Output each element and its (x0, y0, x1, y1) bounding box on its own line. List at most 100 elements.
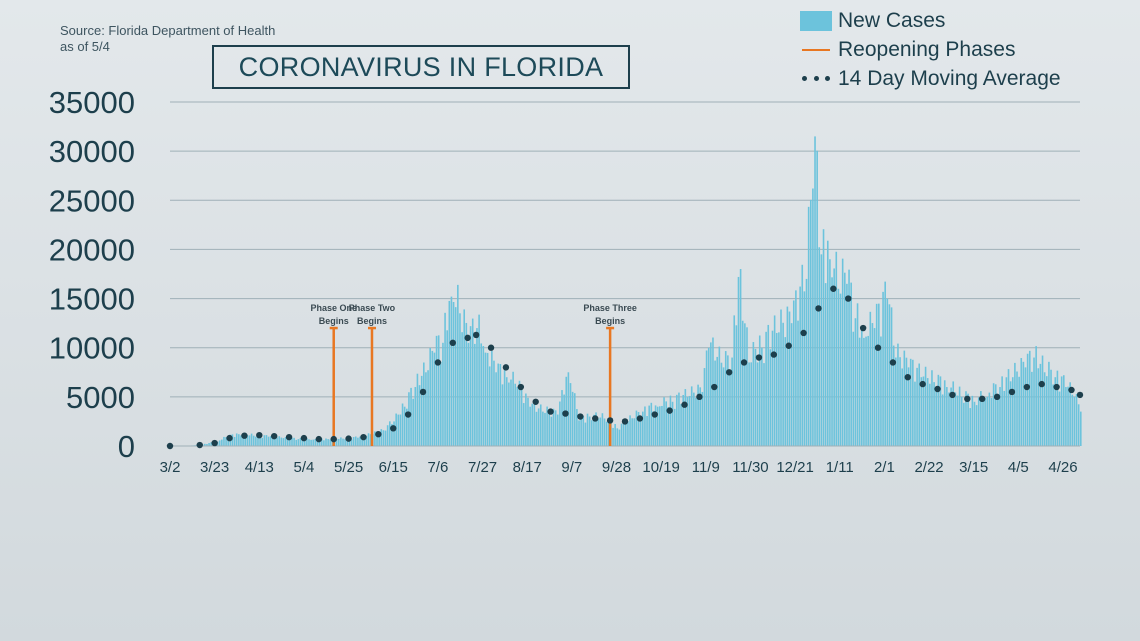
moving-average-point (874, 344, 882, 351)
moving-average-point (256, 431, 263, 439)
case-bar (665, 401, 667, 446)
case-bar (406, 408, 408, 446)
case-bar (667, 407, 670, 446)
case-bar (931, 370, 933, 446)
case-bar (967, 393, 969, 446)
moving-average-point (390, 425, 397, 432)
case-bar (588, 416, 591, 446)
moving-average-point (375, 431, 382, 438)
case-bar (240, 435, 242, 446)
case-bar (491, 350, 493, 446)
moving-average-point (740, 359, 748, 366)
case-bar (529, 406, 531, 446)
x-tick-label: 11/30 (732, 459, 768, 476)
case-bar (276, 437, 278, 446)
moving-average-point (978, 395, 986, 403)
case-bar (744, 323, 746, 446)
case-bar (403, 406, 406, 446)
case-bar (312, 439, 315, 446)
case-bar (244, 432, 247, 446)
case-bar (1045, 376, 1048, 446)
x-tick-label: 3/2 (160, 459, 181, 476)
case-bar (871, 323, 874, 446)
case-bar (1075, 393, 1078, 446)
moving-average-point (241, 432, 248, 439)
case-bar (399, 414, 402, 446)
case-bar (965, 391, 967, 446)
case-bar (1073, 396, 1076, 446)
case-bar (956, 395, 959, 446)
case-bar (501, 384, 504, 446)
case-bar (699, 387, 702, 446)
case-bar (795, 290, 797, 446)
legend-label-new-cases: New Cases (838, 8, 946, 32)
case-bar (999, 387, 1001, 446)
case-bar (561, 390, 563, 446)
case-bar (480, 343, 483, 446)
case-bar (365, 435, 368, 446)
moving-average-point (755, 354, 763, 361)
case-bar (856, 303, 859, 446)
case-bar (693, 392, 695, 446)
case-bar (446, 330, 448, 446)
case-bar (395, 413, 397, 446)
case-bar (289, 439, 291, 446)
case-bar (833, 268, 835, 446)
case-bar (440, 361, 442, 446)
moving-average-point (949, 391, 956, 399)
case-bar (280, 437, 283, 446)
case-bar (990, 397, 993, 446)
case-bar (578, 420, 580, 446)
case-bar (1033, 357, 1035, 446)
case-bar (707, 347, 710, 446)
case-bar (346, 437, 349, 446)
case-bar (661, 405, 663, 446)
case-bar (909, 358, 912, 446)
case-bar (852, 331, 855, 446)
moving-average-point (404, 411, 412, 418)
case-bar (518, 380, 521, 446)
case-bar (905, 357, 908, 446)
case-bar (790, 323, 793, 446)
case-bar (195, 444, 198, 446)
case-bar (735, 325, 738, 446)
x-tick-label: 4/26 (1048, 459, 1077, 476)
case-bar (831, 277, 833, 446)
case-bar (914, 381, 916, 446)
case-bar (933, 382, 935, 446)
case-bar (363, 436, 366, 446)
case-bar (286, 437, 289, 446)
case-bar (605, 421, 608, 446)
y-tick-label: 30000 (49, 134, 135, 169)
moving-average-point (845, 295, 852, 302)
case-bar (782, 322, 784, 446)
moving-average-point (666, 407, 673, 414)
case-bar (924, 366, 927, 446)
case-bar (586, 413, 589, 446)
moving-average-point (904, 374, 911, 381)
moving-average-point (1053, 383, 1060, 391)
case-bar (261, 437, 264, 446)
case-bar (775, 332, 778, 446)
case-bar (595, 412, 597, 446)
case-bar (805, 278, 808, 446)
case-bar (442, 342, 444, 446)
x-tick-label: 2/22 (914, 459, 943, 476)
case-bar (826, 240, 829, 446)
case-bar (569, 383, 572, 446)
case-bar (754, 348, 757, 446)
case-bar (916, 367, 918, 446)
case-bar (801, 264, 804, 446)
case-bar (516, 387, 519, 446)
case-bar (678, 392, 680, 446)
case-bar (875, 303, 878, 446)
moving-average-point (1068, 386, 1075, 394)
moving-average-point (196, 441, 203, 449)
case-bar (223, 436, 225, 446)
moving-average-point (621, 418, 629, 425)
case-bar (631, 418, 633, 446)
case-bar (1016, 371, 1018, 446)
case-bar (750, 362, 753, 446)
case-bar (784, 337, 787, 446)
